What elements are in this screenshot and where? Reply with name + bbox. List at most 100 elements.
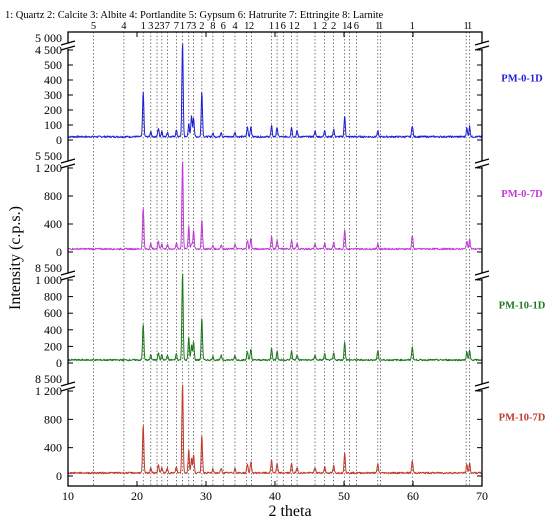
axis-break-mark [60,158,76,164]
y-tick-label-break: 5 000 [35,31,62,45]
y-tick-label: 0 [56,469,62,483]
phase-label: 5 [91,21,96,32]
axis-break-mark [60,40,76,46]
series-label: PM-10-7D [499,412,546,423]
axis-break-gap [476,43,488,49]
axis-break-mark [60,270,76,276]
series-labels: PM-0-1D PM-0-7D PM-10-1D PM-10-7D [499,74,546,424]
phase-label: 1 [464,21,469,32]
axis-break-gap [62,384,74,390]
y-tick-label: 400 [44,217,62,231]
phase-label: 2 [199,21,204,32]
x-axis-title: 2 theta [268,503,311,520]
axis-break-gap [476,273,488,279]
phase-label: 3 [148,21,153,32]
y-tick-label: 4 500 [35,43,62,57]
y-tick-label: 400 [44,323,62,337]
phase-label: 2 [331,21,336,32]
y-tick-label-break: 8 500 [35,372,62,386]
axis-break-mark [60,275,76,281]
series-trace [67,161,483,251]
axis-break-mark [474,158,490,164]
phase-reference-lines: 5 4 1 3 2 3 7 7 1 7 3 2 8 6 4 1 2 1 1 6 1 2 1 2 2 1 4 6 11 1 11 [91,21,472,486]
axis-break-gap [62,161,74,167]
series-trace [67,43,483,139]
phase-label: 7 [165,21,170,32]
x-tick-label: 50 [338,489,350,503]
y-tick-label: 800 [44,290,62,304]
y-tick-label: 300 [44,88,62,102]
phase-label: 6 [354,21,359,32]
phase-label: 1 [410,21,415,32]
axis-break-mark [60,45,76,51]
phase-label: 1 [244,21,249,32]
x-tick-label: 40 [269,489,281,503]
phase-legend: 1: Quartz 2: Calcite 3: Albite 4: Portla… [5,10,384,21]
axis-break-mark [60,386,76,392]
x-tick-label: 70 [476,489,488,503]
axis-break-mark [60,381,76,387]
y-tick-label: 0 [56,356,62,370]
y-tick-label: 400 [44,441,62,455]
phase-label: 4 [121,21,127,32]
y-tick-label-break: 5 500 [35,149,62,163]
phase-label: 3 [159,21,164,32]
y-tick-label: 1 000 [35,273,62,287]
y-tick-label: 100 [44,118,62,132]
diffraction-traces [67,43,483,475]
axis-break-gap [476,384,488,390]
axis-break-gap [62,273,74,279]
phase-label: 1 [378,21,383,32]
phase-label: 4 [347,21,353,32]
phase-label: 2 [249,21,254,32]
y-tick-label: 0 [56,133,62,147]
phase-label: 2 [294,21,299,32]
x-axis: 10 20 30 40 50 60 70 [62,32,488,503]
x-tick-label: 10 [62,489,74,503]
phase-label: 1 [269,21,274,32]
y-tick-label: 1 200 [35,384,62,398]
axis-break-mark [474,40,490,46]
y-tick-label: 600 [44,306,62,320]
plot-border [67,31,483,487]
y-tick-label: 400 [44,73,62,87]
series-trace [67,273,483,362]
y-tick-label: 500 [44,58,62,72]
phase-label: 1 [180,21,185,32]
phase-label: 2 [154,21,159,32]
phase-label: 1 [289,21,294,32]
y-tick-label: 800 [44,412,62,426]
y-tick-label: 800 [44,189,62,203]
x-tick-label: 30 [200,489,212,503]
phase-label: 2 [322,21,327,32]
y-tick-label: 200 [44,339,62,353]
x-tick-label: 20 [131,489,143,503]
phase-label: 1 [467,21,472,32]
axis-break-mark [474,381,490,387]
axis-break-mark [60,163,76,169]
phase-label: 7 [174,21,179,32]
phase-label: 1 [141,21,146,32]
y-tick-label: 200 [44,103,62,117]
axis-break-mark [474,386,490,392]
series-label: PM-0-1D [501,74,543,85]
phase-label: 6 [221,21,226,32]
phase-label: 7 [186,21,191,32]
phase-label: 1 [312,21,317,32]
series-label: PM-0-7D [501,189,543,200]
series-trace [67,384,483,475]
phase-label: 1 [274,21,279,32]
x-tick-label: 60 [407,489,419,503]
y-tick-label: 0 [56,245,62,259]
axis-break-mark [474,270,490,276]
phase-label: 6 [281,21,286,32]
y-axis-title: Intensity (c.p.s.) [7,206,24,310]
axis-break-mark [474,163,490,169]
y-tick-label: 1 200 [35,161,62,175]
phase-label: 4 [232,21,238,32]
plot-frame [60,31,490,487]
axis-break-mark [474,45,490,51]
